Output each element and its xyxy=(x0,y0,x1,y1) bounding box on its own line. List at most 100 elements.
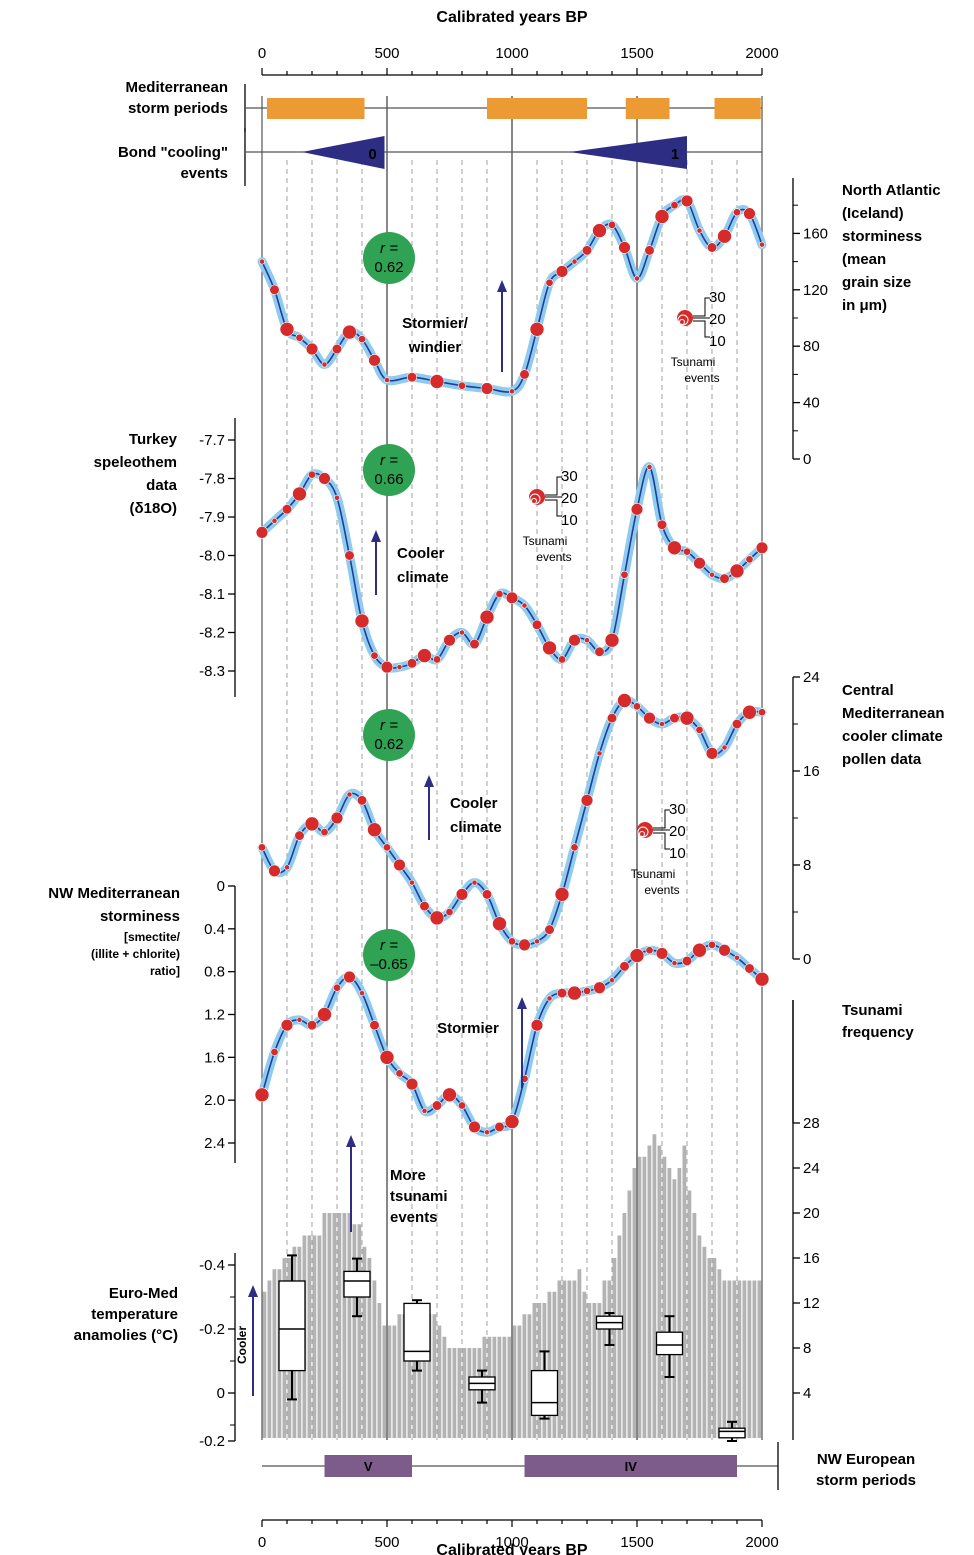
tsunami-bar xyxy=(307,1235,312,1438)
iceland-label: grain size xyxy=(842,274,911,291)
tsunami-bar xyxy=(347,1213,352,1438)
bond-label: Bond "cooling" xyxy=(118,144,228,161)
data-point-nw_med xyxy=(734,954,740,961)
data-point-pollen xyxy=(268,864,281,878)
data-point-nw_med xyxy=(504,1114,520,1129)
tsunami-legend-iceland-value: 30 xyxy=(709,289,726,306)
labels: Calibrated years BP Calibrated years BP Me… xyxy=(48,9,944,1555)
data-point-turkey xyxy=(495,589,504,598)
data-point-pollen xyxy=(721,744,728,751)
tsunami-bar xyxy=(627,1190,632,1438)
tsunami-y-axis-tick-label: 8 xyxy=(803,1340,811,1357)
data-point-turkey xyxy=(755,541,769,554)
data-point-turkey xyxy=(656,519,668,530)
data-point-nw_med xyxy=(546,995,553,1002)
tsunami-bar xyxy=(392,1325,397,1438)
tsunami-bar xyxy=(512,1325,517,1438)
tsunami-bar xyxy=(517,1325,522,1438)
tsunami-bar xyxy=(362,1246,367,1438)
tsunami-y-axis-tick-label: 16 xyxy=(803,1250,820,1267)
tsunami-bar xyxy=(402,1314,407,1438)
tsunami-bar xyxy=(742,1280,747,1438)
med-storm-period xyxy=(487,98,587,119)
tsunami-legend-pollen-circle xyxy=(639,831,645,837)
period-bands: 0 1 V IV xyxy=(244,84,779,1490)
bond-label: events xyxy=(180,165,228,182)
data-point-nw_med xyxy=(280,1019,294,1032)
tsunami-bar xyxy=(722,1280,727,1438)
data-point-turkey xyxy=(459,629,465,636)
data-point-nw_med xyxy=(296,1016,303,1023)
data-point-nw_med xyxy=(421,1107,428,1114)
data-point-pollen xyxy=(580,794,594,807)
data-point-iceland xyxy=(331,343,343,355)
tsunami-bar xyxy=(687,1190,692,1438)
box-iqr xyxy=(718,1427,746,1439)
data-point-turkey xyxy=(557,655,566,664)
tsunami-bar xyxy=(272,1269,277,1438)
data-point-nw_med xyxy=(593,981,606,994)
data-point-nw_med xyxy=(530,1019,544,1032)
bottom-x-axis-title: Calibrated years BP xyxy=(436,1542,588,1555)
correlation-badge xyxy=(363,444,415,496)
tsunami-bar xyxy=(662,1156,667,1438)
tsunami-bar xyxy=(367,1258,372,1438)
tsunami-frequency-label: frequency xyxy=(842,1024,914,1041)
tsunami-bar xyxy=(757,1280,762,1438)
nw-eu-label: NW European xyxy=(817,1451,915,1468)
tsunami-annotation: More xyxy=(390,1167,426,1184)
data-point-pollen xyxy=(320,828,329,837)
pollen-label: pollen data xyxy=(842,751,922,768)
data-point-turkey xyxy=(344,550,355,561)
data-point-nw_med xyxy=(707,940,716,949)
tsunami-bar xyxy=(677,1168,682,1438)
cooler-arrow-temperature-head xyxy=(248,1285,258,1297)
tsunami-bar xyxy=(312,1235,317,1438)
turkey-label: speleothem xyxy=(94,454,177,471)
tsunami-bar xyxy=(262,1291,267,1438)
tsunami-bar xyxy=(597,1303,602,1438)
proxy-series xyxy=(254,194,770,1137)
tsunami-bar xyxy=(357,1224,362,1438)
data-point-iceland xyxy=(529,321,545,337)
data-point-nw_med xyxy=(359,990,365,996)
stormier-arrow-head xyxy=(497,280,507,292)
data-point-nw_med xyxy=(484,1129,490,1136)
data-point-pollen xyxy=(632,702,641,711)
data-point-iceland xyxy=(384,377,390,383)
data-point-turkey xyxy=(542,640,557,656)
iceland-y-axis-tick-label: 40 xyxy=(803,395,820,412)
tsunami-legend-iceland-title: Tsunami xyxy=(671,355,716,369)
data-point-pollen xyxy=(367,822,382,838)
data-point-iceland xyxy=(406,372,418,383)
tsunami-bar xyxy=(562,1280,567,1438)
iceland-y-axis-tick-label: 120 xyxy=(803,282,828,299)
nwmed-label: (illite + chlorite) xyxy=(91,947,180,961)
bond-event-wedge xyxy=(302,136,385,169)
tsunami-annotation: tsunami xyxy=(390,1188,448,1205)
nwmed-y-axis-tick-label: 2.4 xyxy=(204,1135,225,1152)
tsunami-bar xyxy=(697,1235,702,1438)
data-point-nw_med xyxy=(254,1087,270,1103)
tsunami-legend-turkey-bracket xyxy=(545,476,562,517)
correlation-value: 0.62 xyxy=(374,259,403,276)
tsunami-legend-turkey-title: Tsunami xyxy=(523,534,568,548)
data-point-nw_med xyxy=(494,1121,505,1133)
data-point-pollen xyxy=(382,843,391,852)
tsunami-bar xyxy=(382,1325,387,1438)
tsunami-legend-turkey-circle xyxy=(531,498,537,504)
tsunami-bar xyxy=(632,1168,637,1438)
data-point-nw_med xyxy=(306,1020,318,1031)
data-point-turkey xyxy=(354,613,370,629)
nwmed-label: [smectite/ xyxy=(124,930,181,944)
temperature-boxplots xyxy=(278,1254,746,1442)
data-point-pollen xyxy=(409,879,415,886)
data-point-iceland xyxy=(654,209,670,224)
data-point-iceland xyxy=(670,201,679,210)
pollen-annotation: Cooler xyxy=(450,795,498,812)
med-storm-period xyxy=(625,98,670,119)
tsunami-bar xyxy=(432,1314,437,1438)
tsunami-bar xyxy=(707,1258,712,1438)
data-point-nw_med xyxy=(655,947,669,960)
